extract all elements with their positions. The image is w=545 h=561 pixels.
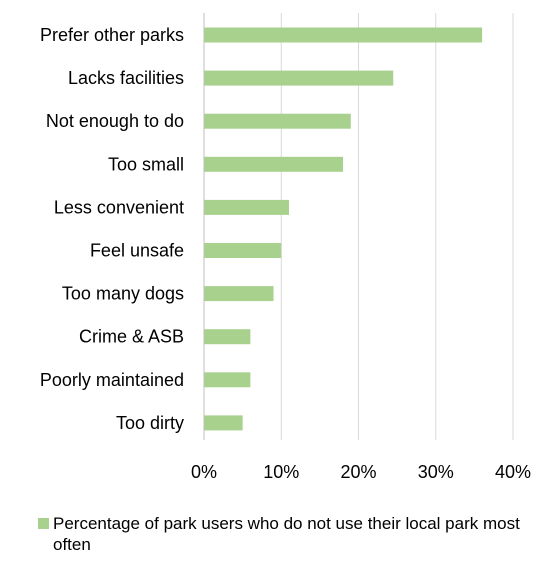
legend-label: Percentage of park users who do not use … xyxy=(53,514,520,554)
x-tick-label: 10% xyxy=(263,462,299,482)
bar xyxy=(204,372,251,388)
bar xyxy=(204,70,394,86)
bars xyxy=(204,27,483,431)
category-label: Less convenient xyxy=(54,197,184,217)
x-tick-label: 40% xyxy=(495,462,531,482)
bar xyxy=(204,415,243,431)
x-tick-labels: 0% 10% 20% 30% 40% xyxy=(191,462,531,482)
category-labels: Prefer other parks Lacks facilities Not en… xyxy=(40,25,184,433)
category-label: Poorly maintained xyxy=(40,370,184,390)
bar xyxy=(204,286,274,302)
bar xyxy=(204,113,351,129)
legend: Percentage of park users who do not use … xyxy=(38,513,538,555)
category-label: Too small xyxy=(108,154,184,174)
bar xyxy=(204,156,344,172)
category-label: Not enough to do xyxy=(46,111,184,131)
category-label: Too dirty xyxy=(116,413,184,433)
category-label: Crime & ASB xyxy=(79,327,184,347)
bar xyxy=(204,199,289,215)
bar xyxy=(204,329,251,345)
bar xyxy=(204,243,282,258)
category-label: Lacks facilities xyxy=(68,68,184,88)
legend-swatch xyxy=(38,518,49,529)
x-tick-label: 30% xyxy=(418,462,454,482)
category-label: Feel unsafe xyxy=(90,241,184,261)
x-tick-label: 20% xyxy=(340,462,376,482)
category-label: Too many dogs xyxy=(62,284,184,304)
bar xyxy=(204,27,483,43)
x-tick-label: 0% xyxy=(191,462,217,482)
category-label: Prefer other parks xyxy=(40,25,184,45)
